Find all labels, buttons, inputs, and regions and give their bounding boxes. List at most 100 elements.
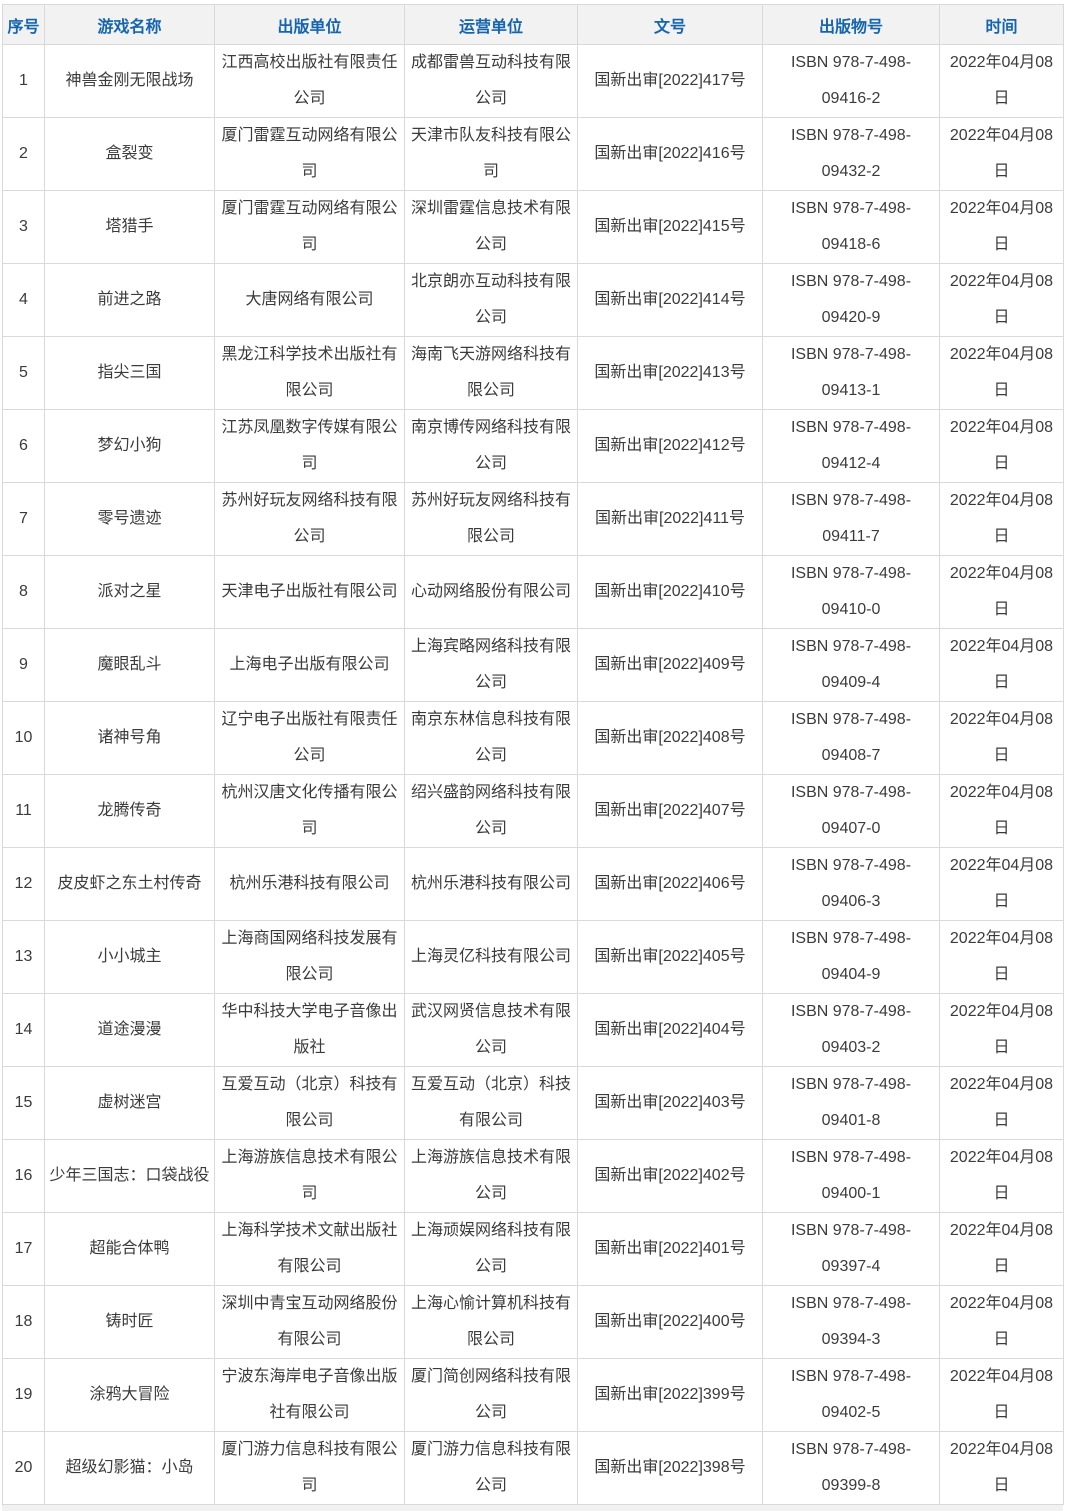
bottom-strip [2, 1505, 1063, 1511]
cell-isbn: ISBN 978-7-498-09409-4 [762, 628, 940, 702]
cell-date: 2022年04月08日 [939, 44, 1064, 118]
cell-index: 9 [2, 628, 45, 702]
table-row: 11 龙腾传奇 杭州汉唐文化传播有限公司 绍兴盛韵网络科技有限公司 国新出审[2… [2, 774, 1064, 848]
cell-date: 2022年04月08日 [939, 701, 1064, 775]
cell-isbn: ISBN 978-7-498-09406-3 [762, 847, 940, 921]
cell-index: 11 [2, 774, 45, 848]
col-header-doc-number: 文号 [577, 4, 763, 45]
cell-publisher: 天津电子出版社有限公司 [214, 555, 405, 629]
cell-isbn: ISBN 978-7-498-09402-5 [762, 1358, 940, 1432]
cell-operator: 南京东林信息科技有限公司 [404, 701, 578, 775]
cell-index: 8 [2, 555, 45, 629]
cell-date: 2022年04月08日 [939, 628, 1064, 702]
cell-date: 2022年04月08日 [939, 263, 1064, 337]
cell-isbn: ISBN 978-7-498-09397-4 [762, 1212, 940, 1286]
cell-operator: 上海宾略网络科技有限公司 [404, 628, 578, 702]
cell-index: 19 [2, 1358, 45, 1432]
table-row: 17 超能合体鸭 上海科学技术文献出版社有限公司 上海顽娱网络科技有限公司 国新… [2, 1212, 1064, 1286]
cell-operator: 苏州好玩友网络科技有限公司 [404, 482, 578, 556]
table-row: 13 小小城主 上海商国网络科技发展有限公司 上海灵亿科技有限公司 国新出审[2… [2, 920, 1064, 994]
cell-index: 13 [2, 920, 45, 994]
table-row: 3 塔猎手 厦门雷霆互动网络有限公司 深圳雷霆信息技术有限公司 国新出审[202… [2, 190, 1064, 264]
table-row: 2 盒裂变 厦门雷霆互动网络有限公司 天津市队友科技有限公司 国新出审[2022… [2, 117, 1064, 191]
cell-index: 17 [2, 1212, 45, 1286]
col-header-date: 时间 [939, 4, 1064, 45]
cell-game-name: 道途漫漫 [44, 993, 215, 1067]
cell-game-name: 诸神号角 [44, 701, 215, 775]
cell-index: 7 [2, 482, 45, 556]
table-row: 7 零号遗迹 苏州好玩友网络科技有限公司 苏州好玩友网络科技有限公司 国新出审[… [2, 482, 1064, 556]
cell-index: 20 [2, 1431, 45, 1505]
cell-index: 15 [2, 1066, 45, 1140]
cell-isbn: ISBN 978-7-498-09401-8 [762, 1066, 940, 1140]
cell-date: 2022年04月08日 [939, 1139, 1064, 1213]
col-header-game-name: 游戏名称 [44, 4, 215, 45]
cell-date: 2022年04月08日 [939, 190, 1064, 264]
cell-publisher: 杭州乐港科技有限公司 [214, 847, 405, 921]
cell-operator: 心动网络股份有限公司 [404, 555, 578, 629]
cell-isbn: ISBN 978-7-498-09407-0 [762, 774, 940, 848]
cell-publisher: 互爱互动（北京）科技有限公司 [214, 1066, 405, 1140]
cell-index: 10 [2, 701, 45, 775]
table-row: 8 派对之星 天津电子出版社有限公司 心动网络股份有限公司 国新出审[2022]… [2, 555, 1064, 629]
cell-index: 2 [2, 117, 45, 191]
cell-operator: 上海心愉计算机科技有限公司 [404, 1285, 578, 1359]
cell-publisher: 厦门雷霆互动网络有限公司 [214, 117, 405, 191]
cell-operator: 上海游族信息技术有限公司 [404, 1139, 578, 1213]
table-row: 14 道途漫漫 华中科技大学电子音像出版社 武汉网贤信息技术有限公司 国新出审[… [2, 993, 1064, 1067]
table-row: 10 诸神号角 辽宁电子出版社有限责任公司 南京东林信息科技有限公司 国新出审[… [2, 701, 1064, 775]
cell-isbn: ISBN 978-7-498-09420-9 [762, 263, 940, 337]
cell-index: 14 [2, 993, 45, 1067]
cell-publisher: 杭州汉唐文化传播有限公司 [214, 774, 405, 848]
cell-doc-number: 国新出审[2022]403号 [577, 1066, 763, 1140]
cell-date: 2022年04月08日 [939, 1358, 1064, 1432]
cell-date: 2022年04月08日 [939, 482, 1064, 556]
cell-doc-number: 国新出审[2022]416号 [577, 117, 763, 191]
cell-doc-number: 国新出审[2022]413号 [577, 336, 763, 410]
cell-doc-number: 国新出审[2022]406号 [577, 847, 763, 921]
cell-doc-number: 国新出审[2022]409号 [577, 628, 763, 702]
cell-publisher: 宁波东海岸电子音像出版社有限公司 [214, 1358, 405, 1432]
cell-doc-number: 国新出审[2022]417号 [577, 44, 763, 118]
cell-game-name: 虚树迷宫 [44, 1066, 215, 1140]
cell-game-name: 少年三国志：口袋战役 [44, 1139, 215, 1213]
cell-doc-number: 国新出审[2022]412号 [577, 409, 763, 483]
cell-operator: 上海灵亿科技有限公司 [404, 920, 578, 994]
cell-game-name: 涂鸦大冒险 [44, 1358, 215, 1432]
table-row: 12 皮皮虾之东土村传奇 杭州乐港科技有限公司 杭州乐港科技有限公司 国新出审[… [2, 847, 1064, 921]
cell-date: 2022年04月08日 [939, 993, 1064, 1067]
table-row: 20 超级幻影猫：小岛 厦门游力信息科技有限公司 厦门游力信息科技有限公司 国新… [2, 1431, 1064, 1505]
cell-date: 2022年04月08日 [939, 1285, 1064, 1359]
cell-index: 4 [2, 263, 45, 337]
table-row: 19 涂鸦大冒险 宁波东海岸电子音像出版社有限公司 厦门简创网络科技有限公司 国… [2, 1358, 1064, 1432]
cell-publisher: 厦门游力信息科技有限公司 [214, 1431, 405, 1505]
cell-doc-number: 国新出审[2022]401号 [577, 1212, 763, 1286]
cell-operator: 武汉网贤信息技术有限公司 [404, 993, 578, 1067]
cell-operator: 海南飞天游网络科技有限公司 [404, 336, 578, 410]
cell-date: 2022年04月08日 [939, 1212, 1064, 1286]
cell-publisher: 江西高校出版社有限责任公司 [214, 44, 405, 118]
cell-publisher: 上海科学技术文献出版社有限公司 [214, 1212, 405, 1286]
cell-index: 12 [2, 847, 45, 921]
cell-doc-number: 国新出审[2022]405号 [577, 920, 763, 994]
table-row: 15 虚树迷宫 互爱互动（北京）科技有限公司 互爱互动（北京）科技有限公司 国新… [2, 1066, 1064, 1140]
cell-game-name: 小小城主 [44, 920, 215, 994]
cell-publisher: 深圳中青宝互动网络股份有限公司 [214, 1285, 405, 1359]
cell-isbn: ISBN 978-7-498-09404-9 [762, 920, 940, 994]
cell-doc-number: 国新出审[2022]400号 [577, 1285, 763, 1359]
cell-operator: 成都雷兽互动科技有限公司 [404, 44, 578, 118]
table-row: 18 铸时匠 深圳中青宝互动网络股份有限公司 上海心愉计算机科技有限公司 国新出… [2, 1285, 1064, 1359]
cell-game-name: 超能合体鸭 [44, 1212, 215, 1286]
cell-game-name: 指尖三国 [44, 336, 215, 410]
cell-operator: 南京博传网络科技有限公司 [404, 409, 578, 483]
cell-game-name: 前进之路 [44, 263, 215, 337]
cell-doc-number: 国新出审[2022]398号 [577, 1431, 763, 1505]
cell-date: 2022年04月08日 [939, 336, 1064, 410]
table-body: 1 神兽金刚无限战场 江西高校出版社有限责任公司 成都雷兽互动科技有限公司 国新… [2, 44, 1064, 1505]
table-head: 序号 游戏名称 出版单位 运营单位 文号 出版物号 时间 [2, 4, 1064, 45]
table-row: 9 魔眼乱斗 上海电子出版有限公司 上海宾略网络科技有限公司 国新出审[2022… [2, 628, 1064, 702]
cell-isbn: ISBN 978-7-498-09403-2 [762, 993, 940, 1067]
cell-date: 2022年04月08日 [939, 847, 1064, 921]
cell-doc-number: 国新出审[2022]402号 [577, 1139, 763, 1213]
cell-isbn: ISBN 978-7-498-09400-1 [762, 1139, 940, 1213]
